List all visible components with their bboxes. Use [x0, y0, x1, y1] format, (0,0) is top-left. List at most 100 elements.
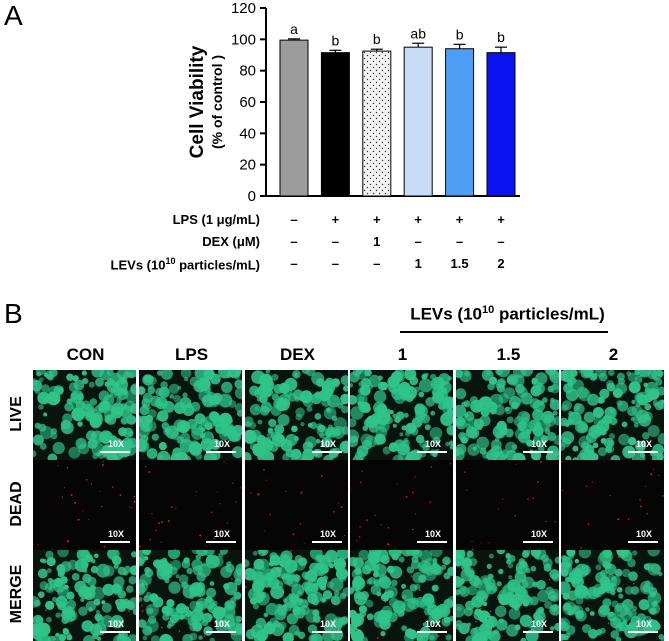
condition-lps-value-4: +: [403, 212, 433, 227]
y-tick-label-20: 20: [239, 157, 256, 174]
condition-levs-value-4: 1: [403, 256, 433, 271]
bar-1: [280, 40, 308, 196]
magnification-label: 10X: [108, 619, 124, 629]
condition-label-lps: LPS (1 μg/mL): [30, 212, 260, 227]
significance-label-2: b: [332, 32, 340, 48]
condition-label-levs: LEVs (1010 particles/mL): [30, 256, 260, 272]
magnification-label: 10X: [320, 529, 336, 539]
magnification-label: 10X: [214, 529, 230, 539]
y-tick-label-40: 40: [239, 125, 256, 142]
micrograph-live-4: 10X: [350, 370, 453, 461]
scale-bar: [100, 451, 130, 453]
scale-bar: [523, 541, 553, 543]
y-tick-label-100: 100: [231, 31, 256, 48]
magnification-label: 10X: [636, 439, 652, 449]
scale-bar: [206, 451, 236, 453]
scale-bar: [312, 451, 342, 453]
row-label-live: LIVE: [8, 369, 26, 459]
bar-3: [363, 51, 391, 196]
column-header-6: 2: [561, 345, 666, 365]
condition-levs-value-2: –: [320, 256, 350, 271]
bar-5: [446, 49, 474, 196]
y-tick-label-60: 60: [239, 94, 256, 111]
magnification-label: 10X: [425, 529, 441, 539]
magnification-label: 10X: [531, 439, 547, 449]
condition-lps-value-2: +: [320, 212, 350, 227]
magnification-label: 10X: [636, 529, 652, 539]
magnification-label: 10X: [425, 439, 441, 449]
micrograph-live-6: 10X: [561, 370, 664, 461]
micrograph-dead-2: 10X: [139, 460, 242, 551]
scale-bar: [523, 451, 553, 453]
magnification-label: 10X: [636, 619, 652, 629]
condition-dex-value-1: –: [279, 234, 309, 249]
panel-b-letter: B: [4, 298, 23, 330]
scale-bar: [523, 631, 553, 633]
micrograph-dead-3: 10X: [245, 460, 348, 551]
scale-bar: [312, 541, 342, 543]
condition-levs-value-5: 1.5: [445, 256, 475, 271]
micrograph-dead-4: 10X: [350, 460, 453, 551]
row-label-merge: MERGE: [8, 549, 26, 639]
magnification-label: 10X: [214, 619, 230, 629]
significance-label-6: b: [497, 29, 505, 45]
column-header-2: LPS: [139, 345, 244, 365]
condition-label-dex: DEX (μM): [30, 234, 260, 249]
magnification-label: 10X: [214, 439, 230, 449]
column-header-4: 1: [350, 345, 455, 365]
micrograph-live-1: 10X: [33, 370, 136, 461]
magnification-label: 10X: [320, 439, 336, 449]
micrograph-merge-2: 10X: [139, 550, 242, 641]
scale-bar: [417, 451, 447, 453]
magnification-label: 10X: [108, 529, 124, 539]
condition-levs-value-3: –: [362, 256, 392, 271]
scale-bar: [628, 451, 658, 453]
column-header-5: 1.5: [456, 345, 561, 365]
micrograph-live-5: 10X: [456, 370, 559, 461]
condition-dex-value-4: –: [403, 234, 433, 249]
magnification-label: 10X: [108, 439, 124, 449]
condition-lps-value-5: +: [445, 212, 475, 227]
magnification-label: 10X: [425, 619, 441, 629]
row-label-dead: DEAD: [8, 459, 26, 549]
micrograph-merge-1: 10X: [33, 550, 136, 641]
micrograph-live-3: 10X: [245, 370, 348, 461]
micrograph-dead-6: 10X: [561, 460, 664, 551]
micrograph-dead-1: 10X: [33, 460, 136, 551]
scale-bar: [312, 631, 342, 633]
condition-dex-value-3: 1: [362, 234, 392, 249]
significance-label-1: a: [290, 21, 298, 37]
condition-lps-value-1: –: [279, 212, 309, 227]
bar-2: [321, 53, 349, 196]
y-tick-label-120: 120: [231, 0, 256, 17]
levs-group-header: LEVs (1010 particles/mL): [400, 304, 615, 325]
column-header-3: DEX: [245, 345, 350, 365]
significance-label-3: b: [373, 31, 381, 47]
micrograph-merge-5: 10X: [456, 550, 559, 641]
scale-bar: [100, 541, 130, 543]
levs-group-underline: [400, 331, 608, 333]
micrograph-live-2: 10X: [139, 370, 242, 461]
condition-dex-value-2: –: [320, 234, 350, 249]
column-header-1: CON: [33, 345, 138, 365]
micrograph-merge-6: 10X: [561, 550, 664, 641]
significance-label-4: ab: [410, 25, 426, 41]
scale-bar: [628, 541, 658, 543]
micrograph-merge-3: 10X: [245, 550, 348, 641]
y-axis-sublabel: (% of control ): [209, 55, 225, 149]
condition-dex-value-6: –: [486, 234, 516, 249]
significance-label-5: b: [456, 26, 464, 42]
scale-bar: [417, 541, 447, 543]
condition-lps-value-6: +: [486, 212, 516, 227]
bar-4: [404, 47, 432, 196]
scale-bar: [628, 631, 658, 633]
y-tick-label-0: 0: [248, 188, 256, 205]
scale-bar: [417, 631, 447, 633]
scale-bar: [206, 631, 236, 633]
y-tick-label-80: 80: [239, 63, 256, 80]
scale-bar: [206, 541, 236, 543]
micrograph-dead-5: 10X: [456, 460, 559, 551]
condition-levs-value-1: –: [279, 256, 309, 271]
magnification-label: 10X: [531, 619, 547, 629]
